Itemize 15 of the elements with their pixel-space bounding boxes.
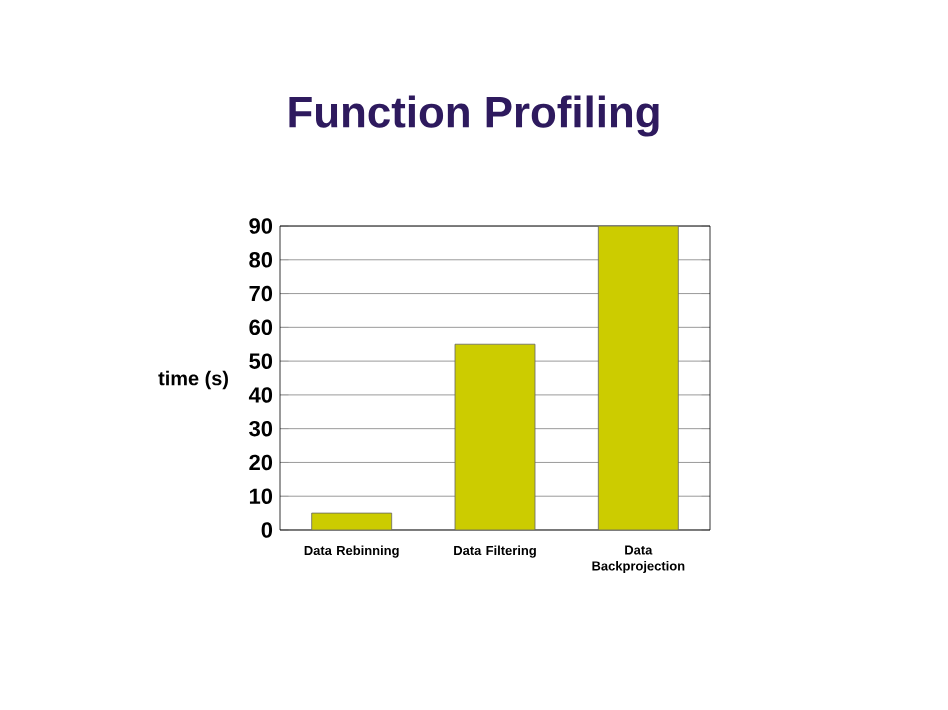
chart-title: Function Profiling — [289, 95, 659, 137]
bar — [311, 512, 393, 530]
y-tick-label: 30 — [249, 420, 273, 437]
bar — [454, 343, 536, 530]
y-tick-label: 70 — [249, 285, 273, 302]
bar — [597, 226, 679, 530]
y-tick-label: 0 — [261, 522, 273, 538]
y-axis-title: time (s) — [158, 370, 228, 390]
y-tick-label: 60 — [249, 319, 273, 336]
y-tick-label: 20 — [249, 454, 273, 471]
y-tick-label: 80 — [249, 252, 273, 268]
y-tick-label: 10 — [249, 488, 273, 504]
y-tick-label: 90 — [249, 218, 273, 234]
y-tick-label: 50 — [249, 353, 273, 369]
y-tick-label: 40 — [248, 387, 273, 403]
